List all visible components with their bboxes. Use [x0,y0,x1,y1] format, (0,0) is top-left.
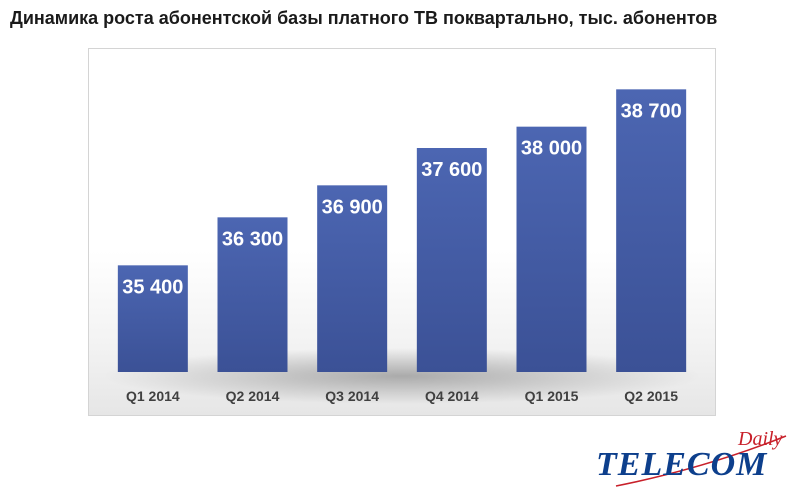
category-label: Q2 2015 [624,388,678,404]
bar-q4-2014 [416,148,487,372]
category-label: Q2 2014 [226,388,280,404]
bar-value-label: 36 300 [222,228,283,250]
bar-q2-2014 [217,217,288,372]
logo-accent-text: Daily [738,428,783,450]
category-label: Q1 2014 [126,388,180,404]
chart-title: Динамика роста абонентской базы платного… [10,8,718,28]
bar-q2-2015 [616,89,687,373]
bar-q1-2014 [117,265,188,372]
logo-swoosh-icon [615,435,787,487]
logo-main-text: TELECOM [596,446,768,483]
bar-value-label: 38 700 [621,100,682,122]
bar-chart: 35 400 36 300 36 900 37 600 38 000 38 700 Q1 … [103,89,701,404]
category-label: Q4 2014 [425,388,479,404]
bar-value-label: 35 400 [122,276,183,298]
category-label: Q3 2014 [325,388,379,404]
bar-q3-2014 [317,185,388,372]
category-label: Q1 2015 [525,388,579,404]
bar-value-label: 37 600 [421,159,482,181]
bar-q1-2015 [516,126,587,373]
bar-shadow [103,348,701,404]
bar-value-label: 38 000 [521,138,582,160]
bar-value-label: 36 900 [322,196,383,218]
telecom-daily-logo: TELECOM Daily [596,428,796,492]
